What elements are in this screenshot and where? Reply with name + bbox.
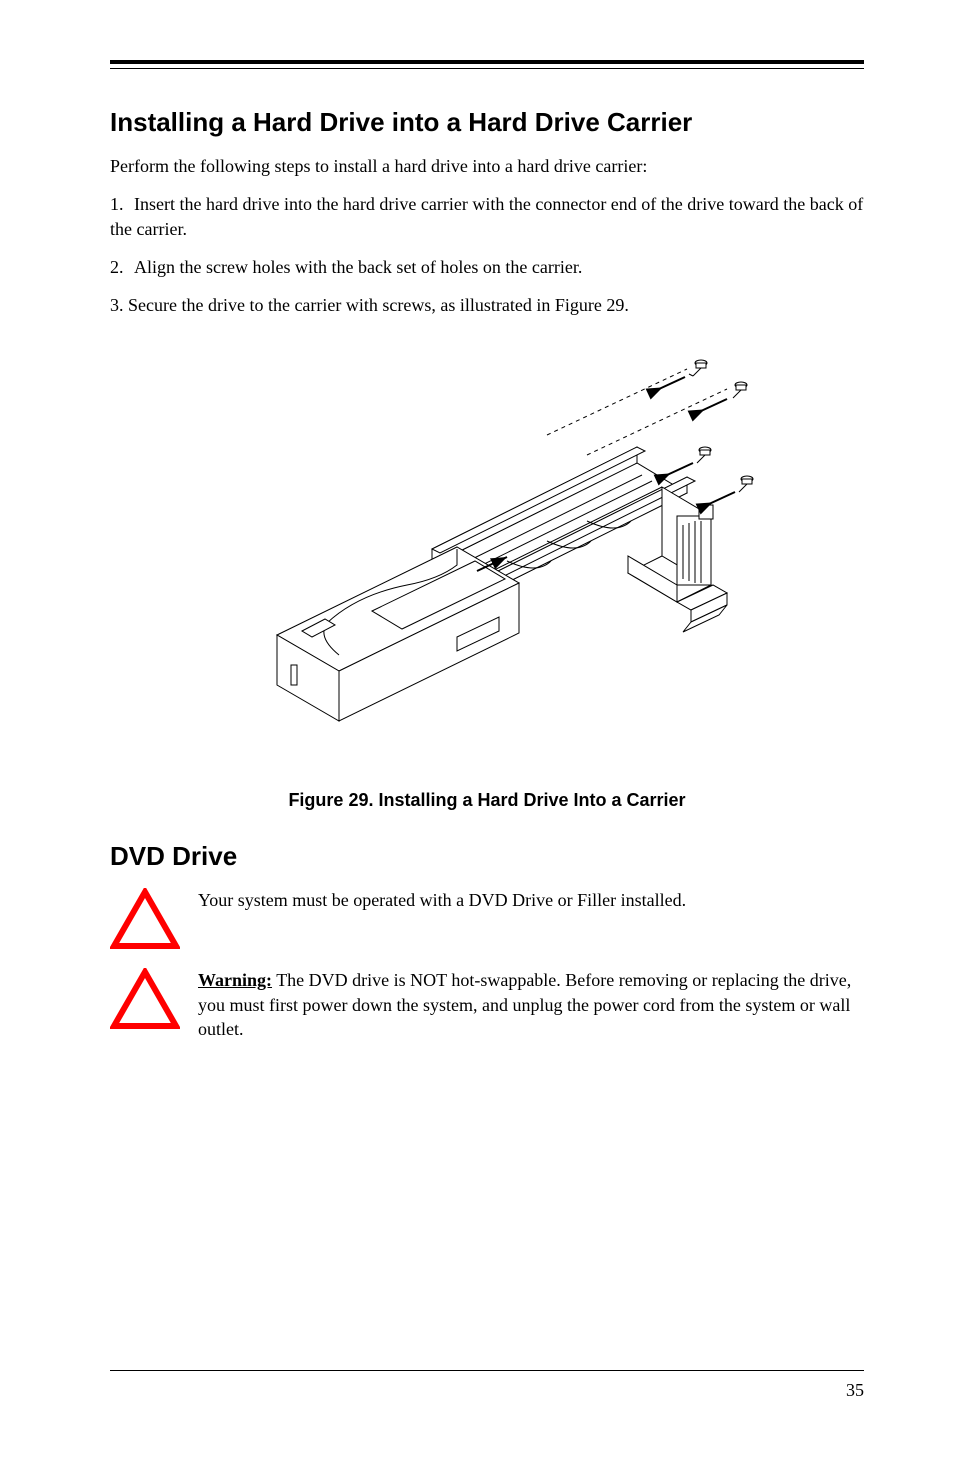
warning-1-text: Your system must be operated with a DVD … [198,888,686,912]
carrier-diagram [207,335,767,775]
warning-triangle-icon [110,968,180,1030]
step-1-num: 1. [110,192,134,216]
section-title: Installing a Hard Drive into a Hard Driv… [110,107,864,138]
dvd-title: DVD Drive [110,841,864,872]
warning-2-text: Warning: The DVD drive is NOT hot-swappa… [198,968,864,1041]
warning-1: Your system must be operated with a DVD … [110,888,864,950]
step-3: 3. Secure the drive to the carrier with … [110,293,864,317]
figure-caption: Figure 29. Installing a Hard Drive Into … [110,790,864,811]
step-3-trail: . [624,295,629,315]
step-2: 2.Align the screw holes with the back se… [110,255,864,279]
step-1-body: Insert the hard drive into the hard driv… [110,194,863,238]
bottom-rule [110,1370,864,1371]
step-2-num: 2. [110,255,134,279]
step-3-link[interactable]: Figure 29 [555,295,625,315]
warning-2-body: The DVD drive is NOT hot-swappable. Befo… [198,970,851,1039]
figure-29 [110,335,864,780]
intro-text: Perform the following steps to install a… [110,154,864,178]
page-root: Installing a Hard Drive into a Hard Driv… [0,0,954,1457]
step-2-body: Align the screw holes with the back set … [134,257,582,277]
warning-2-label: Warning: [198,970,272,990]
warning-2: Warning: The DVD drive is NOT hot-swappa… [110,968,864,1041]
top-rule [110,60,864,69]
step-3-lead: 3. Secure the drive to the carrier with … [110,295,550,315]
warning-triangle-icon [110,888,180,950]
page-number: 35 [846,1380,864,1401]
step-1: 1.Insert the hard drive into the hard dr… [110,192,864,241]
